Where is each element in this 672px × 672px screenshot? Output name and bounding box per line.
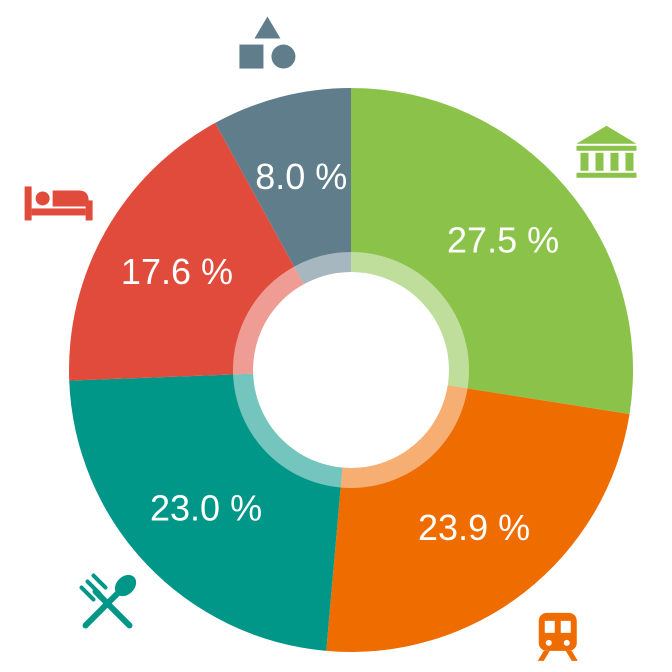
inner-ring-sightseeing <box>351 252 469 389</box>
slice-label-other: 8.0 % <box>255 156 347 197</box>
train-icon <box>537 612 578 661</box>
slice-label-accommodation: 17.6 % <box>121 251 233 292</box>
labels-group: 27.5 % 23.9 % 23.0 % 17.6 % 8.0 % <box>121 156 559 548</box>
fork-spoon-icon <box>79 573 137 629</box>
inner-ring-group <box>233 252 469 488</box>
slice-label-sightseeing: 27.5 % <box>447 220 559 261</box>
inner-ring-other <box>294 252 351 285</box>
bank-icon <box>576 125 637 178</box>
shapes-icon <box>239 16 296 69</box>
center-hole <box>253 272 449 468</box>
inner-ring-transport <box>340 385 468 488</box>
slice-food <box>69 370 351 651</box>
inner-ring-accommodation <box>233 266 304 375</box>
slice-label-transport: 23.9 % <box>418 507 530 548</box>
slice-label-food: 23.0 % <box>150 487 262 528</box>
bed-icon <box>24 186 93 221</box>
inner-ring-food <box>233 373 343 488</box>
icons-group <box>24 16 637 661</box>
